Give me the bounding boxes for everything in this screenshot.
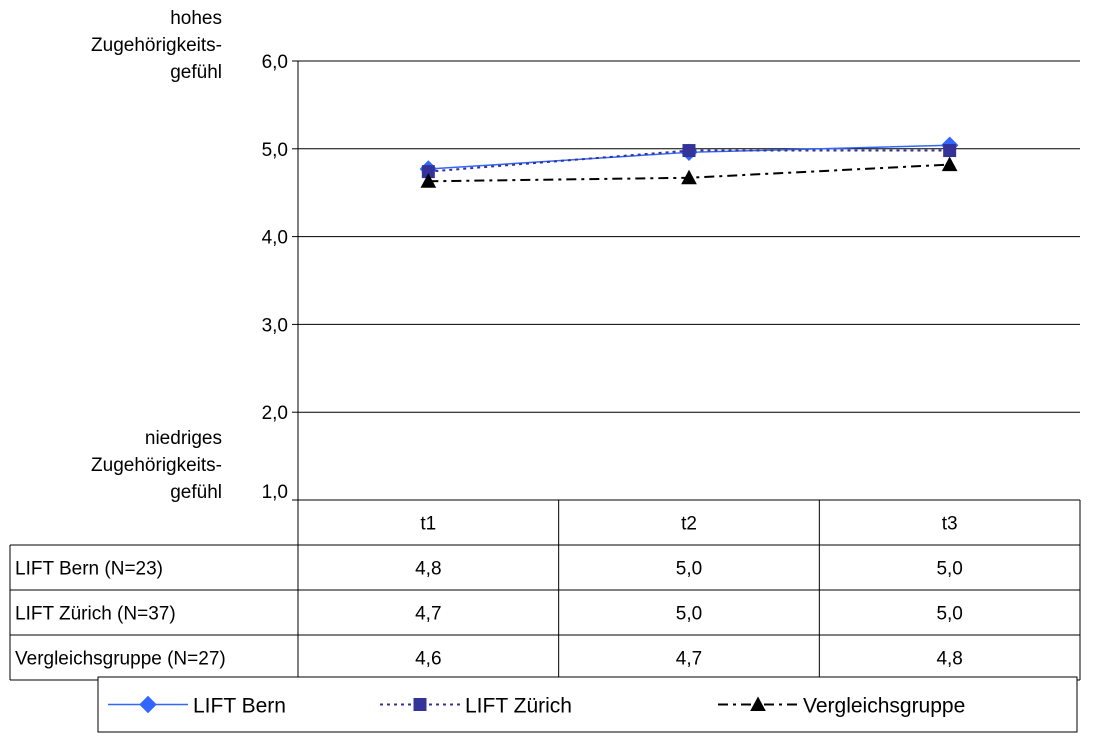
legend-box [97, 676, 1078, 733]
data-point [682, 144, 696, 158]
data-table: t1 t2 t3 LIFT Bern (N=23) 4,8 5,0 5,0 LIFT Züri… [9, 499, 1081, 681]
legend-entry: Vergleichsgruppe [803, 695, 965, 718]
table-cell-value: 4,6 [415, 649, 441, 670]
table-row-label: LIFT Zürich (N=37) [15, 604, 176, 625]
data-point [941, 156, 958, 172]
y-tick-label: 6,0 [262, 52, 288, 73]
category-label: t1 [420, 514, 436, 535]
data-point [681, 169, 697, 185]
legend-entry: LIFT Bern [193, 695, 286, 718]
y-tick-label: 1,0 [262, 482, 288, 503]
series-lines [419, 136, 959, 188]
data-point [943, 144, 957, 158]
table-cell-value: 4,8 [936, 649, 962, 670]
table-cell-value: 5,0 [936, 559, 962, 580]
table-cell-value: 4,7 [676, 649, 702, 670]
y-tick-label: 5,0 [262, 140, 288, 161]
y-tick-label: 2,0 [262, 403, 288, 424]
gridlines [297, 60, 1080, 500]
legend-marker [750, 696, 766, 711]
table-row-label: LIFT Bern (N=23) [15, 559, 163, 580]
y-axis-label-bottom-line: niedriges [144, 428, 222, 449]
legend: LIFT Bern LIFT Zürich Vergleichsgruppe [97, 676, 1078, 733]
y-axis-label-top: hohes Zugehörigkeits- gefühl [0, 5, 222, 86]
table-cell-value: 5,0 [676, 604, 702, 625]
legend-marker [413, 698, 427, 711]
category-label: t2 [681, 514, 697, 535]
y-axis-label-bottom-line: Zugehörigkeits- [91, 455, 222, 476]
category-label: t3 [942, 514, 958, 535]
y-axis-label-bottom-line: gefühl [170, 482, 222, 503]
table-cell-value: 4,7 [415, 604, 441, 625]
y-axis-label-top-line: Zugehörigkeits- [91, 35, 222, 56]
y-axis-label-top-line: hohes [170, 8, 222, 29]
y-axis-ticks: 1,0 2,0 3,0 4,0 5,0 6,0 [262, 52, 298, 503]
y-tick-label: 3,0 [262, 315, 288, 336]
table-cell-value: 4,8 [415, 559, 441, 580]
y-tick-label: 4,0 [262, 228, 288, 249]
y-axis-label-bottom: niedriges Zugehörigkeits- gefühl [0, 425, 222, 506]
table-cell-value: 5,0 [936, 604, 962, 625]
y-axis-label-top-line: gefühl [170, 62, 222, 83]
table-row-label: Vergleichsgruppe (N=27) [15, 649, 226, 670]
table-cell-value: 5,0 [676, 559, 702, 580]
legend-marker [139, 695, 157, 714]
data-point [420, 173, 437, 188]
legend-entry: LIFT Zürich [465, 695, 572, 718]
